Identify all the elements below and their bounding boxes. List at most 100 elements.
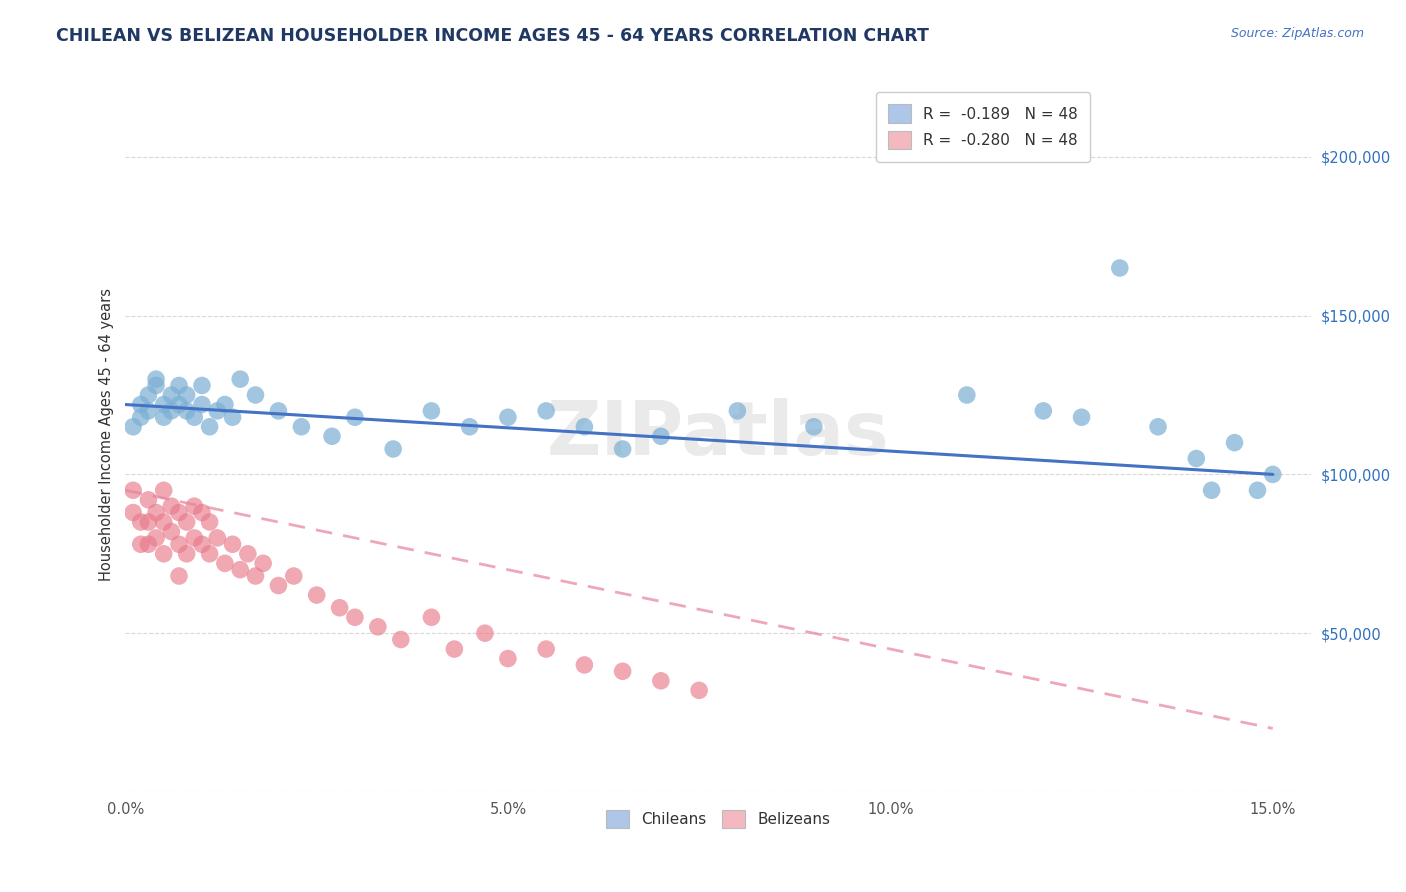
Point (176, 388, 198, 402)
Point (1108, 260, 1130, 275)
Point (122, 506, 145, 520)
Point (183, 531, 205, 545)
Point (329, 600, 352, 615)
Point (245, 569, 267, 583)
Point (167, 378, 190, 392)
Point (122, 419, 145, 434)
Text: Source: ZipAtlas.com: Source: ZipAtlas.com (1230, 27, 1364, 40)
Point (803, 419, 825, 434)
Point (198, 547, 221, 561)
Point (145, 378, 167, 392)
Point (496, 651, 519, 665)
Point (688, 683, 710, 698)
Point (474, 626, 496, 640)
Point (191, 537, 214, 551)
Point (267, 404, 290, 418)
Point (1147, 419, 1170, 434)
Point (167, 506, 190, 520)
Point (138, 492, 160, 507)
Y-axis label: Householder Income Ages 45 - 64 years: Householder Income Ages 45 - 64 years (100, 288, 114, 582)
Point (145, 531, 167, 545)
Point (152, 410, 174, 425)
Point (198, 419, 221, 434)
Point (229, 563, 252, 577)
Point (191, 378, 214, 392)
Point (152, 547, 174, 561)
Point (138, 515, 160, 529)
Point (183, 410, 205, 425)
Point (167, 537, 190, 551)
Point (245, 388, 267, 402)
Point (221, 410, 243, 425)
Point (160, 404, 183, 418)
Point (1261, 467, 1284, 482)
Point (160, 524, 183, 539)
Point (650, 429, 672, 443)
Point (160, 388, 183, 402)
Point (389, 632, 412, 647)
Point (443, 642, 465, 657)
Point (283, 569, 305, 583)
Point (650, 673, 672, 688)
Point (129, 515, 152, 529)
Point (420, 404, 443, 418)
Point (956, 388, 979, 402)
Point (214, 398, 236, 412)
Point (138, 388, 160, 402)
Point (574, 657, 596, 672)
Point (138, 537, 160, 551)
Point (1032, 404, 1054, 418)
Point (183, 499, 205, 513)
Point (382, 442, 405, 456)
Point (122, 483, 145, 498)
Point (574, 419, 596, 434)
Point (534, 404, 557, 418)
Point (236, 547, 259, 561)
Point (167, 569, 190, 583)
Point (167, 398, 190, 412)
Point (160, 499, 183, 513)
Point (129, 537, 152, 551)
Point (252, 557, 274, 571)
Point (267, 578, 290, 592)
Point (1070, 410, 1092, 425)
Point (191, 506, 214, 520)
Point (321, 429, 343, 443)
Point (420, 610, 443, 624)
Point (176, 404, 198, 418)
Point (343, 610, 366, 624)
Point (129, 398, 152, 412)
Point (1246, 483, 1268, 498)
Point (129, 410, 152, 425)
Point (612, 665, 634, 679)
Point (152, 483, 174, 498)
Point (145, 372, 167, 386)
Point (1201, 483, 1223, 498)
Point (207, 404, 229, 418)
Point (138, 404, 160, 418)
Point (207, 531, 229, 545)
Point (176, 515, 198, 529)
Point (725, 404, 748, 418)
Point (198, 515, 221, 529)
Point (612, 442, 634, 456)
Legend: Chileans, Belizeans: Chileans, Belizeans (600, 804, 837, 834)
Point (458, 419, 481, 434)
Point (176, 547, 198, 561)
Point (221, 537, 243, 551)
Point (534, 642, 557, 657)
Point (496, 410, 519, 425)
Point (191, 398, 214, 412)
Point (1185, 451, 1208, 466)
Point (343, 410, 366, 425)
Point (152, 398, 174, 412)
Point (214, 557, 236, 571)
Point (1223, 435, 1246, 450)
Text: ZIPatlas: ZIPatlas (547, 398, 890, 471)
Text: CHILEAN VS BELIZEAN HOUSEHOLDER INCOME AGES 45 - 64 YEARS CORRELATION CHART: CHILEAN VS BELIZEAN HOUSEHOLDER INCOME A… (56, 27, 929, 45)
Point (152, 515, 174, 529)
Point (305, 588, 328, 602)
Point (367, 620, 389, 634)
Point (145, 506, 167, 520)
Point (229, 372, 252, 386)
